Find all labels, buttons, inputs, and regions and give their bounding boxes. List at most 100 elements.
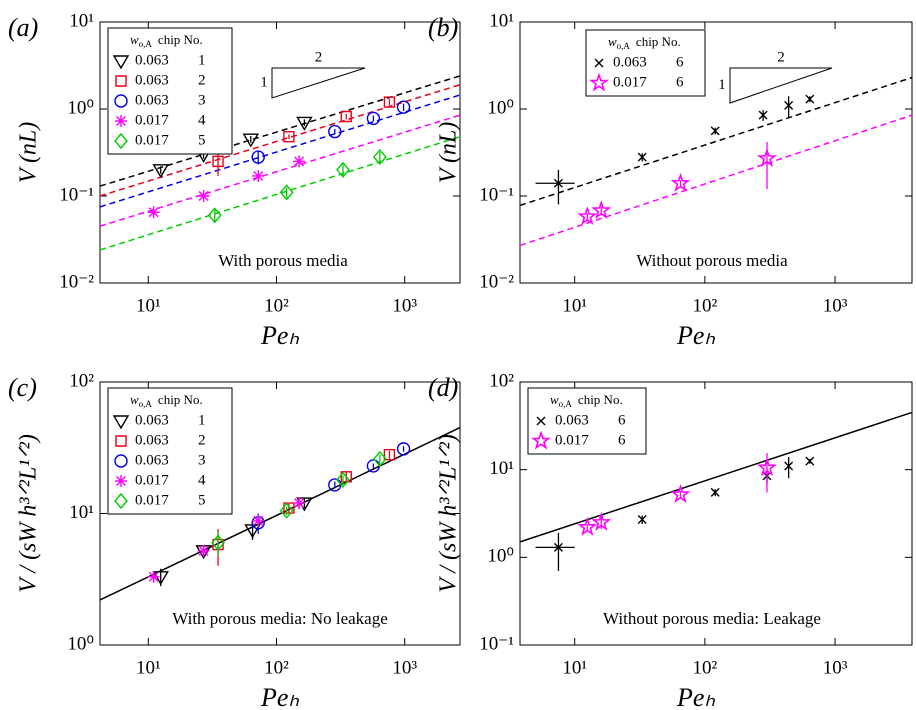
legend-label: 0.017 [555,432,589,448]
legend-title: wo,A chip No. [130,32,203,49]
legend-marker [536,416,546,426]
x-tick-label: 10³ [823,295,848,316]
data-point [212,155,224,168]
data-point [670,484,691,504]
data-point [805,94,815,104]
legend-marker [594,58,604,68]
data-point [637,515,647,525]
slope-rise: 1 [260,74,268,90]
y-tick-label: 10⁻¹ [59,184,94,205]
data-point [591,200,612,220]
data-point [279,502,294,519]
panel-label: (a) [8,13,38,42]
legend-chip: 3 [198,452,206,468]
legend-label: 0.063 [135,432,169,448]
data-point [757,148,777,167]
data-point [591,512,612,531]
legend-label: 0.063 [613,54,647,70]
data-point [197,544,210,557]
legend-chip: 3 [198,92,206,108]
data-point [336,471,350,489]
y-tick-label: 10⁰ [487,546,514,567]
data-point [372,450,387,468]
data-point [293,497,306,510]
legend-chip: 2 [198,432,206,448]
y-tick-label: 10⁻¹ [479,633,514,654]
legend-title-sub: o,A [617,41,631,51]
data-point [670,172,691,192]
legend-marker [114,492,128,510]
y-axis-label: V (nL) [436,122,462,184]
data-point [577,516,598,536]
x-tick-label: 10² [693,657,718,678]
legend-title-sub: o,A [559,399,573,409]
legend-marker [531,430,551,450]
data-point [279,184,294,201]
data-point [805,456,815,466]
legend-title-text: chip No. [636,34,681,49]
data-point [758,110,768,120]
x-axis-label: Peₕ [676,683,715,710]
data-point [283,131,295,143]
legend-title-sub: o,A [139,399,153,409]
fit-line [99,84,461,197]
legend-title-symbol: w [130,32,139,47]
fit-line [99,75,461,187]
legend-title-text: chip No. [578,392,623,407]
axes-box [519,381,913,646]
y-axis-label: V / (sW h³ᐟ²L¹ᐟ²) [16,434,42,593]
data-point [757,457,777,477]
data-point [211,534,225,551]
data-point [396,100,411,114]
legend-label: 0.063 [135,92,169,108]
data-point [710,126,720,136]
annotation: Without porous media: Leakage [603,609,821,628]
data-point [242,133,259,148]
x-axis-label: Peₕ [260,321,299,350]
data-point [293,155,306,168]
legend-chip: 6 [618,432,626,448]
data-point [197,190,210,202]
legend-marker [112,55,130,70]
y-axis-label: V / (sW h³ᐟ²L¹ᐟ²) [436,434,462,593]
panel: 10¹ 10² 10³ 10⁻² 10⁻¹ 10⁰ 10¹ (b) Peₕ V (nL) Witho… [428,10,913,350]
data-point [383,96,396,108]
data-point [553,178,563,188]
legend-marker [114,454,128,468]
x-tick-label: 10¹ [136,295,161,316]
annotation: Without porous media [636,251,788,270]
slope-rise: 1 [718,77,726,93]
legend-chip: 2 [198,72,206,88]
legend-label: 0.017 [613,74,647,90]
data-point [296,116,313,131]
legend-title: wo,A chip No. [550,392,623,409]
legend-marker [112,415,130,430]
legend-label: 0.063 [135,452,169,468]
legend-title-sub: o,A [139,39,153,49]
panel: 10¹ 10² 10³ 10⁰ 10¹ 10² (c) Peₕ V / (sW h³ᐟ²L¹ᐟ²… [8,370,461,710]
data-point [577,206,598,226]
x-tick-label: 10² [693,295,718,316]
legend-label: 0.017 [135,492,169,508]
data-point [637,152,647,162]
data-point [152,164,169,179]
y-tick-label: 10¹ [489,10,514,31]
x-tick-label: 10¹ [136,657,161,678]
slope-triangle [271,67,366,99]
axes-box [99,21,461,284]
data-point [147,206,160,219]
panel-label: (d) [428,373,458,402]
legend-chip: 4 [198,472,206,488]
legend-chip: 5 [198,132,206,148]
slope-triangle [729,67,833,104]
legend-chip: 6 [618,412,626,428]
y-axis-label: V (nL) [16,122,42,184]
legend-title-symbol: w [130,392,139,407]
legend-label: 0.063 [135,72,169,88]
data-point [710,487,720,497]
annotation: With porous media [218,251,348,270]
y-tick-label: 10⁰ [67,97,94,118]
legend-marker [114,132,128,150]
data-point [283,502,295,514]
